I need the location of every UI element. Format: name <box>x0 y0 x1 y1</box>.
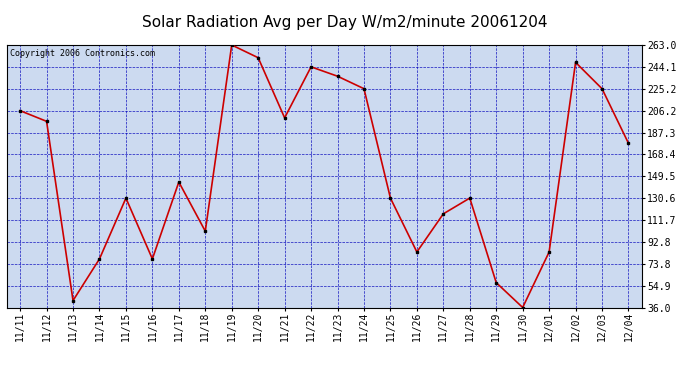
Text: Solar Radiation Avg per Day W/m2/minute 20061204: Solar Radiation Avg per Day W/m2/minute … <box>142 15 548 30</box>
Text: Copyright 2006 Contronics.com: Copyright 2006 Contronics.com <box>10 49 155 58</box>
